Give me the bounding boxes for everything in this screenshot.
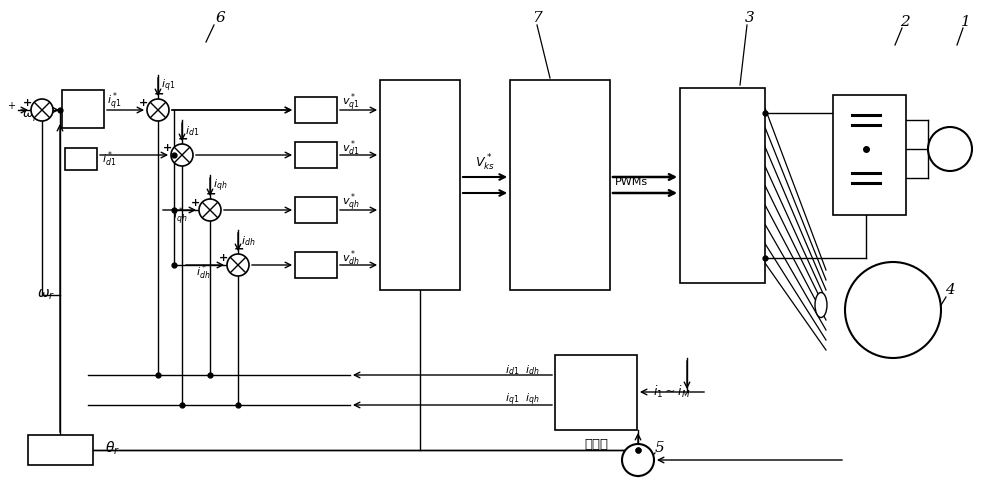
Text: PARK: PARK	[579, 388, 613, 402]
Text: 反变换: 反变换	[408, 173, 432, 187]
Text: $i_{qh}^*$: $i_{qh}^*$	[173, 206, 187, 228]
Text: −: −	[206, 188, 216, 200]
Text: 占空比: 占空比	[548, 138, 572, 152]
Text: −: −	[234, 243, 244, 255]
Circle shape	[928, 127, 972, 171]
Text: +: +	[945, 135, 955, 147]
Bar	[28, 435, 93, 465]
Text: $i_{d1}^*$: $i_{d1}^*$	[102, 149, 116, 169]
Text: 脉宽调制: 脉宽调制	[544, 189, 576, 201]
Bar	[295, 97, 337, 123]
Text: −: −	[178, 133, 188, 145]
Bar	[295, 197, 337, 223]
Text: +: +	[23, 98, 33, 108]
Text: $i_1 \sim i_M$: $i_1 \sim i_M$	[653, 384, 691, 400]
Text: $v_{d1}^*$: $v_{d1}^*$	[342, 138, 360, 158]
Circle shape	[31, 99, 53, 121]
Text: 3: 3	[745, 11, 755, 25]
Text: +: +	[191, 198, 201, 208]
Text: $V_{ks}^*$: $V_{ks}^*$	[475, 153, 495, 173]
Text: 模块: 模块	[552, 214, 568, 226]
Text: $v_{q1}^*$: $v_{q1}^*$	[342, 92, 360, 114]
Text: 电压型: 电压型	[710, 166, 734, 180]
Text: PI: PI	[309, 148, 323, 162]
Bar	[510, 80, 610, 290]
Text: PI: PI	[309, 104, 323, 116]
Bar	[380, 80, 460, 290]
Circle shape	[622, 444, 654, 476]
Bar	[295, 252, 337, 278]
Circle shape	[171, 144, 193, 166]
Bar	[680, 88, 765, 283]
Text: 0: 0	[77, 153, 85, 165]
Text: 4: 4	[945, 283, 955, 297]
Text: M相: M相	[410, 124, 430, 136]
Text: M相: M相	[882, 289, 904, 301]
Text: +: +	[163, 143, 173, 153]
Text: PWMs: PWMs	[615, 177, 648, 187]
Bar	[555, 355, 637, 430]
Text: 1: 1	[961, 15, 971, 29]
Text: M相: M相	[712, 141, 732, 155]
Text: 变换: 变换	[588, 409, 604, 421]
Text: PI: PI	[309, 203, 323, 217]
Text: PI: PI	[76, 103, 90, 115]
Text: PI: PI	[309, 258, 323, 272]
Text: 编码器: 编码器	[584, 438, 608, 452]
Ellipse shape	[815, 293, 827, 318]
Text: +: +	[219, 253, 229, 263]
Text: 2: 2	[900, 15, 910, 29]
Bar	[65, 148, 97, 170]
Text: 永磁电机: 永磁电机	[877, 313, 909, 327]
Text: $\theta_r$: $\theta_r$	[105, 439, 120, 457]
Text: $i_{dh}$: $i_{dh}$	[241, 234, 255, 248]
Text: −: −	[38, 113, 48, 127]
Text: −: −	[944, 152, 956, 166]
Text: M相: M相	[586, 369, 606, 382]
Text: $i_{d1}$: $i_{d1}$	[185, 124, 199, 138]
Text: $\omega_r^*$: $\omega_r^*$	[22, 105, 41, 125]
Text: $v_{dh}^*$: $v_{dh}^*$	[342, 248, 360, 268]
Text: $+$: $+$	[7, 100, 17, 110]
Text: $i_{q1}^*$: $i_{q1}^*$	[107, 91, 121, 113]
Circle shape	[147, 99, 169, 121]
Text: −: −	[154, 87, 164, 101]
Text: $i_{qh}$: $i_{qh}$	[213, 178, 227, 194]
Circle shape	[845, 262, 941, 358]
Bar	[295, 142, 337, 168]
Text: 7: 7	[532, 11, 542, 25]
Text: PARK: PARK	[403, 148, 437, 162]
Text: $i_{d1}$  $i_{dh}$: $i_{d1}$ $i_{dh}$	[505, 363, 540, 377]
Text: $i_{q1}$  $i_{qh}$: $i_{q1}$ $i_{qh}$	[505, 392, 540, 408]
Text: 6: 6	[215, 11, 225, 25]
Text: 5: 5	[655, 441, 665, 455]
Text: d()/dt: d()/dt	[44, 445, 76, 455]
Text: $\omega_r$: $\omega_r$	[37, 288, 55, 302]
Text: $v_{qh}^*$: $v_{qh}^*$	[342, 192, 360, 214]
Circle shape	[227, 254, 249, 276]
Text: +: +	[139, 98, 149, 108]
Text: 直接求解: 直接求解	[544, 164, 576, 176]
Circle shape	[199, 199, 221, 221]
Text: 逆变器: 逆变器	[710, 191, 734, 204]
Text: $i_{q1}$: $i_{q1}$	[161, 78, 175, 94]
Bar	[62, 90, 104, 128]
Text: $i_{dh}^*$: $i_{dh}^*$	[196, 262, 210, 282]
Bar	[833, 95, 906, 215]
